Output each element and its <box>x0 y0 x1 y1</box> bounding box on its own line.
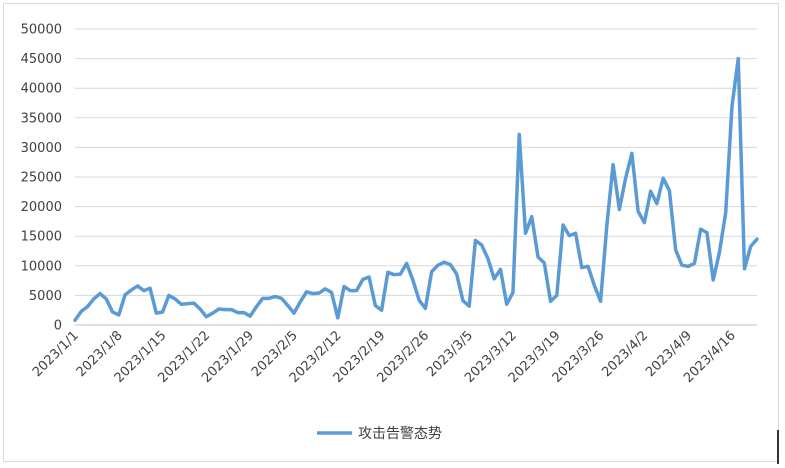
gridlines <box>75 28 757 296</box>
legend: 攻击告警态势 <box>317 426 442 442</box>
y-tick-label: 25000 <box>21 171 62 186</box>
y-tick-label: 15000 <box>21 230 62 245</box>
y-tick-label: 30000 <box>21 141 62 156</box>
x-axis-ticks: 2023/1/12023/1/82023/1/152023/1/222023/1… <box>30 328 739 386</box>
y-tick-label: 20000 <box>21 200 62 215</box>
y-axis-ticks: 0 5000 10000 15000 20000 25000 30000 35000 40000… <box>21 23 62 334</box>
x-tick-label: 2023/4/2 <box>599 328 651 380</box>
y-tick-label: 50000 <box>21 23 62 38</box>
y-tick-label: 45000 <box>21 52 62 67</box>
y-tick-label: 5000 <box>29 289 62 304</box>
chart-frame <box>3 3 779 462</box>
y-tick-label: 40000 <box>21 82 62 97</box>
y-tick-label: 10000 <box>21 259 62 274</box>
series-line <box>73 56 759 323</box>
y-tick-label: 0 <box>54 319 62 334</box>
legend-label: 攻击告警态势 <box>358 426 442 442</box>
window-edge-line <box>777 430 779 464</box>
x-tick-label: 2023/1/1 <box>30 328 82 380</box>
y-tick-label: 35000 <box>21 111 62 126</box>
